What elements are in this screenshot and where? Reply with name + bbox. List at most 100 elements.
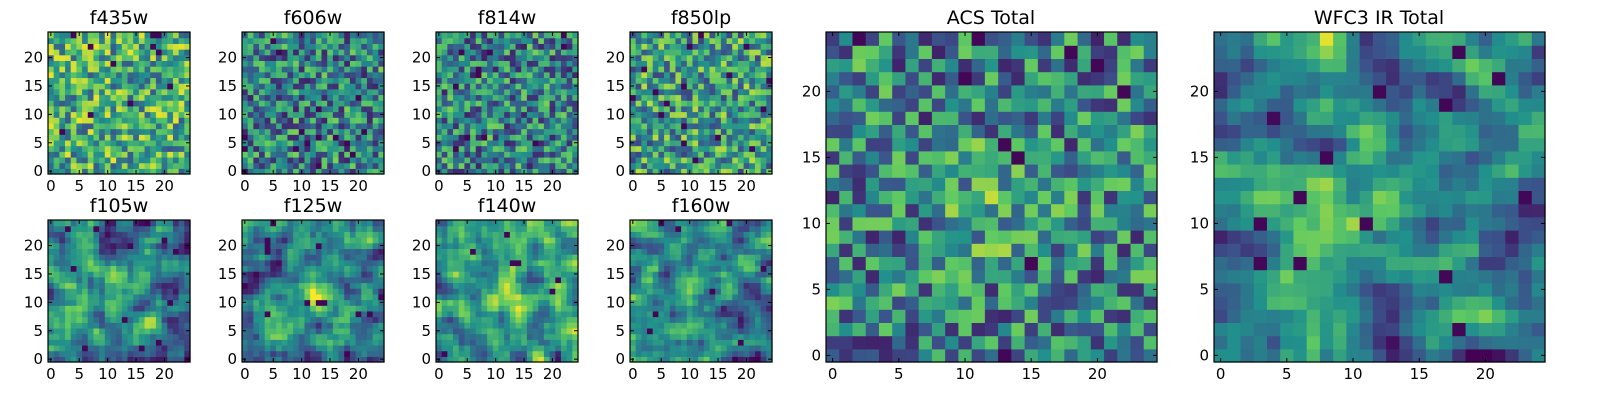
heatmap-cell [161, 265, 168, 272]
heatmap-cell [560, 265, 568, 272]
heatmap-cell [270, 111, 277, 118]
heatmap-cell [669, 111, 677, 118]
heatmap-cell [93, 49, 100, 56]
heatmap-cell [184, 293, 191, 301]
heatmap-cell [641, 105, 648, 113]
heatmap-cell [664, 134, 671, 141]
heatmap-cell [59, 254, 66, 261]
heatmap-cell [760, 310, 767, 318]
heatmap-cell [555, 100, 562, 107]
heatmap-cell [652, 71, 659, 79]
heatmap-cell [441, 333, 448, 340]
heatmap-cell [287, 54, 294, 61]
heatmap-cell [498, 94, 505, 101]
heatmap-cell [498, 322, 505, 329]
heatmap-cell [184, 105, 191, 113]
heatmap-cell [726, 139, 733, 147]
heatmap-cell [99, 339, 106, 346]
heatmap-cell [521, 299, 528, 306]
heatmap-cell [509, 37, 517, 44]
heatmap-cell [104, 71, 112, 79]
heatmap-cell [167, 145, 174, 152]
heatmap-cell [276, 265, 283, 272]
heatmap-cell [242, 77, 249, 84]
heatmap-cell [99, 128, 106, 135]
y-tick-label: 20 [412, 237, 431, 255]
heatmap-cell [310, 145, 317, 152]
heatmap-cells [630, 220, 773, 363]
heatmap-cell [635, 305, 642, 312]
heatmap-cell [178, 344, 185, 352]
heatmap-cell [133, 231, 140, 238]
heatmap-cell [144, 259, 151, 267]
heatmap-cell [276, 237, 283, 244]
heatmap-cell [338, 299, 345, 306]
heatmap-cell [532, 134, 539, 141]
heatmap-cell [349, 139, 357, 147]
heatmap-cell [703, 49, 711, 56]
heatmap-cell [178, 305, 185, 312]
heatmap-cell [538, 162, 545, 169]
heatmap-cell [155, 344, 163, 352]
heatmap-cell [133, 145, 140, 152]
heatmap-cell [720, 322, 728, 329]
heatmap-cell [355, 66, 362, 73]
heatmap-cell [155, 134, 163, 141]
heatmap-cell [338, 134, 345, 141]
heatmap-cell [270, 139, 277, 147]
heatmap-cell [743, 83, 750, 90]
heatmap-cell [155, 282, 163, 289]
heatmap-cell [692, 333, 699, 340]
heatmap-cell [281, 254, 289, 261]
heatmap-cell [327, 350, 334, 357]
heatmap-cell [161, 105, 168, 113]
heatmap-cell [161, 139, 168, 147]
heatmap-cell [492, 145, 500, 152]
heatmap-cell [82, 168, 89, 175]
heatmap-cell [453, 111, 460, 118]
heatmap-cell [543, 339, 551, 346]
heatmap-cell [361, 105, 368, 113]
heatmap-cell [441, 276, 448, 284]
heatmap-cell [641, 88, 648, 96]
heatmap-cell [184, 220, 191, 227]
heatmap-cell [344, 111, 351, 118]
heatmap-cell [760, 151, 767, 158]
heatmap-cell [332, 350, 340, 357]
heatmap-cell [349, 231, 357, 238]
heatmap-cell [754, 282, 762, 289]
heatmap-cell [82, 339, 89, 346]
heatmap-cell [504, 117, 511, 124]
heatmap-cell [172, 350, 180, 357]
heatmap-cell [298, 71, 306, 79]
heatmap-cell [515, 254, 522, 261]
heatmap-cell [259, 105, 266, 113]
heatmap-cell [298, 259, 306, 267]
heatmap-cell [161, 316, 168, 323]
heatmap-cell [641, 66, 648, 73]
heatmap-cell [749, 344, 756, 352]
heatmap-cell [720, 305, 728, 312]
heatmap-cell [48, 265, 55, 272]
heatmap-cell [178, 316, 185, 323]
heatmap-cell [566, 248, 573, 255]
heatmap-cell [366, 162, 374, 169]
heatmap-cell [349, 259, 357, 267]
heatmap-cell [355, 49, 362, 56]
heatmap-cell [470, 32, 477, 39]
heatmap-cell [167, 168, 174, 175]
heatmap-cell [760, 339, 767, 346]
heatmap-cell [549, 43, 556, 50]
heatmap-cell [441, 122, 448, 130]
heatmap-cell [155, 128, 163, 135]
heatmap-cell [453, 282, 460, 289]
heatmap-cell [121, 117, 129, 124]
heatmap-cell [475, 94, 483, 101]
heatmap-cell [566, 293, 573, 301]
heatmap-cell [276, 310, 283, 318]
heatmap-cell [65, 162, 72, 169]
heatmap-cell [675, 293, 682, 301]
heatmap-cell [138, 88, 146, 96]
heatmap-cell [53, 117, 60, 124]
heatmap-cell [104, 350, 112, 357]
